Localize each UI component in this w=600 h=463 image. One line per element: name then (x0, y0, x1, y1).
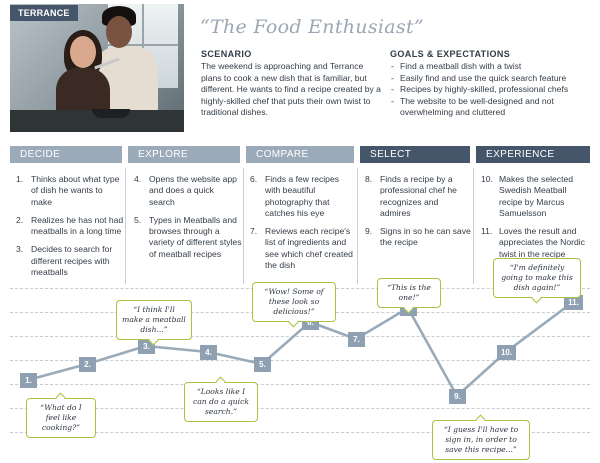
quote-bubble-11: “I'm definitely going to make this dish … (493, 258, 581, 298)
journey-gridline (10, 408, 590, 409)
journey-gridline (10, 384, 590, 385)
quote-bubble-3: “I think I'll make a meatball dish...” (116, 300, 192, 340)
step-item: 1. Thinks about what type of dish he want… (16, 174, 120, 207)
step-item: 6. Finds a few recipes with beautiful pho… (250, 174, 340, 218)
goals-section: GOALS & EXPECTATIONS Find a meatball dis… (390, 49, 590, 119)
phase-header-select: SELECT (360, 146, 470, 163)
journey-point-5: 5. (254, 357, 271, 372)
journey-point-10: 10. (497, 345, 516, 360)
phase-header-explore: EXPLORE (128, 146, 240, 163)
quote-bubble-9: “I guess I'll have to sign in, in order … (432, 420, 530, 460)
step-item: 5. Types in Meatballs and browses through… (134, 214, 242, 259)
quote-bubble-6: “Wow! Some of these look so delicious!” (252, 282, 336, 322)
goal-item: The website to be well-designed and not … (390, 96, 590, 119)
phase-steps-experience: 10. Makes the selected Swedish Meatball r… (481, 174, 591, 267)
scenario-section: SCENARIO The weekend is approaching and … (201, 49, 381, 119)
phase-steps-compare: 6. Finds a few recipes with beautiful pho… (250, 174, 356, 278)
journey-point-7: 7. (348, 332, 365, 347)
phase-steps-decide: 1. Thinks about what type of dish he want… (16, 174, 126, 285)
step-item: 3. Decides to search for different recipe… (16, 244, 113, 278)
journey-gridline (10, 336, 590, 337)
quote-bubble-1: “What do I feel like cooking?” (26, 398, 96, 438)
persona-quote-title: “The Food Enthusiast” (200, 16, 424, 38)
journey-point-1: 1. (20, 373, 37, 388)
column-divider (125, 168, 126, 284)
goals-list: Find a meatball dish with a twist Easily… (390, 61, 590, 119)
goals-heading: GOALS & EXPECTATIONS (390, 49, 511, 59)
phase-header-compare: COMPARE (246, 146, 354, 163)
column-divider (473, 168, 474, 284)
step-item: 8. Finds a recipe by a professional chef … (365, 174, 457, 218)
quote-bubble-8: “This is the one!” (377, 278, 441, 308)
step-item: 7. Reviews each recipe's list of ingredie… (250, 226, 353, 271)
phase-header-decide: DECIDE (10, 146, 122, 163)
journey-gridline (10, 360, 590, 361)
quote-bubble-4: “Looks like I can do a quick search.” (184, 382, 258, 422)
step-item: 9. Signs in so he can save the recipe (365, 226, 471, 248)
persona-photo (10, 4, 184, 132)
goal-item: Easily find and use the quick search fea… (390, 73, 590, 85)
phase-steps-select: 8. Finds a recipe by a professional chef … (365, 174, 471, 256)
journey-point-9: 9. (449, 389, 466, 404)
column-divider (357, 168, 358, 284)
goal-item: Recipes by highly-skilled, professional … (390, 84, 590, 96)
step-item: 10. Makes the selected Swedish Meatball r… (481, 174, 574, 218)
phase-steps-explore: 4. Opens the website app and does a quick… (134, 174, 242, 267)
goal-item: Find a meatball dish with a twist (390, 61, 590, 73)
phase-header-experience: EXPERIENCE (476, 146, 590, 163)
column-divider (243, 168, 244, 284)
journey-point-11: 11. (564, 295, 583, 310)
persona-name-badge: TERRANCE (10, 5, 78, 21)
scenario-heading: SCENARIO (201, 49, 252, 59)
journey-gridline (10, 432, 590, 433)
step-item: 4. Opens the website app and does a quick… (134, 174, 237, 207)
step-item: 2. Realizes he has not had meatballs in a… (16, 214, 124, 237)
journey-point-4: 4. (200, 345, 217, 360)
scenario-text: The weekend is approaching and Terrance … (201, 61, 381, 118)
step-item: 11. Loves the result and appreciates the … (481, 226, 585, 259)
journey-point-2: 2. (79, 357, 96, 372)
